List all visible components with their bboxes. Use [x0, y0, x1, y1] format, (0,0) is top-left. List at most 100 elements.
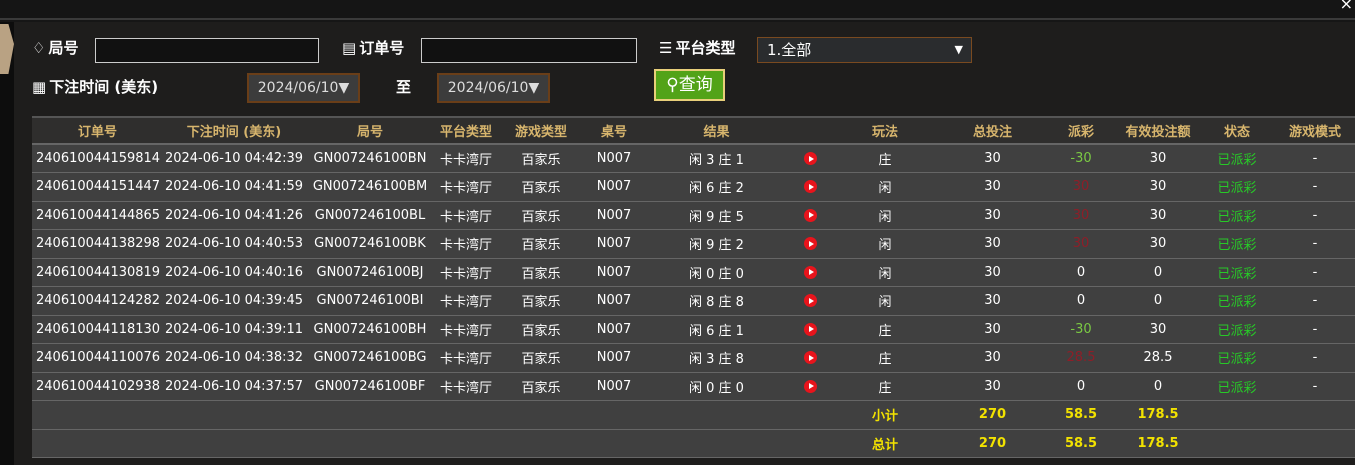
platform-label-text: 平台类型	[675, 39, 736, 57]
tag-icon: ♢	[32, 38, 46, 57]
table-cell: 百家乐	[497, 258, 585, 287]
table-cell: GN007246100BG	[305, 343, 435, 373]
table-cell: 178.5	[1117, 429, 1199, 458]
table-cell: 闲 6 庄 2	[643, 172, 790, 202]
table-cell: GN007246100BN	[305, 144, 435, 173]
table-cell: 0	[1117, 372, 1199, 401]
play-icon[interactable]	[803, 152, 817, 165]
table-row: 240610044124282 2024-06-10 04:39:45 GN0072…	[32, 286, 1355, 316]
table-cell: 闲 9 庄 5	[643, 201, 790, 230]
query-label: 查询	[678, 75, 713, 95]
table-row: 240610044110076 2024-06-10 04:38:32 GN0072…	[32, 343, 1355, 373]
table-cell: 卡卡湾厅	[435, 201, 497, 230]
play-icon[interactable]	[803, 180, 817, 194]
table-cell: -	[1275, 144, 1355, 173]
table-cell: 已派彩	[1199, 286, 1275, 316]
play-icon[interactable]	[803, 351, 817, 365]
table-cell: 270	[940, 400, 1045, 430]
column-header: 局号	[305, 116, 435, 145]
table-cell	[1199, 400, 1275, 430]
table-row: 240610044130819 2024-06-10 04:40:16 GN0072…	[32, 258, 1355, 287]
table-cell: 240610044159814	[32, 144, 163, 173]
table-cell: 30	[1117, 201, 1199, 230]
date-from-picker[interactable]: 2024/06/10▼	[247, 73, 360, 103]
table-cell: -	[1275, 258, 1355, 287]
table-cell: 240610044144865	[32, 201, 163, 230]
table-cell: 闲 3 庄 8	[643, 343, 790, 373]
table-cell: 闲 0 庄 0	[643, 258, 790, 287]
round-input[interactable]	[95, 38, 319, 63]
table-cell: GN007246100BL	[305, 201, 435, 230]
column-header: 结果	[643, 116, 790, 145]
table-cell: -	[1275, 315, 1355, 344]
table-cell: 240610044118130	[32, 315, 163, 344]
platform-select[interactable]: 1.全部 ▼	[757, 37, 972, 63]
table-cell: 闲	[830, 201, 940, 230]
table-row: 240610044102938 2024-06-10 04:37:57 GN0072…	[32, 372, 1355, 401]
table-cell: N007	[585, 343, 643, 373]
time-label-text: 下注时间 (美东)	[49, 78, 159, 96]
bet-records-table: 订单号 下注时间 (美东) 局号 平台类型 游戏类型 桌号 结果 玩法 总投注 派彩 有效投注额 状态…	[32, 116, 1355, 458]
replay-cell	[790, 201, 830, 230]
table-cell: 2024-06-10 04:37:57	[163, 372, 305, 401]
subtotal-row: 小计 270 58.5 178.5	[32, 400, 1355, 430]
table-cell	[643, 400, 790, 430]
play-icon[interactable]	[803, 237, 817, 251]
play-icon[interactable]	[803, 294, 817, 308]
column-header	[790, 116, 830, 145]
table-cell: 已派彩	[1199, 201, 1275, 230]
table-cell: 0	[1045, 286, 1117, 316]
table-cell	[163, 429, 305, 458]
table-cell: 卡卡湾厅	[435, 343, 497, 373]
order-label-text: 订单号	[359, 39, 405, 57]
table-cell: 闲	[830, 286, 940, 316]
table-cell: 28.5	[1045, 343, 1117, 373]
total-row: 总计 270 58.5 178.5	[32, 429, 1355, 458]
table-cell: 30	[940, 229, 1045, 259]
table-cell: N007	[585, 229, 643, 259]
table-cell	[435, 429, 497, 458]
table-cell: 闲	[830, 258, 940, 287]
play-icon[interactable]	[803, 322, 817, 336]
play-icon[interactable]	[803, 208, 817, 222]
table-cell	[305, 429, 435, 458]
round-label-text: 局号	[48, 39, 79, 57]
replay-cell	[790, 144, 830, 173]
calendar-icon: ▦	[32, 77, 47, 96]
table-cell: 2024-06-10 04:38:32	[163, 343, 305, 373]
table-cell: 闲 9 庄 2	[643, 229, 790, 259]
table-cell: 270	[940, 429, 1045, 458]
table-cell: 30	[940, 372, 1045, 401]
table-cell: 百家乐	[497, 315, 585, 344]
column-header: 订单号	[32, 116, 163, 145]
order-input[interactable]	[421, 38, 637, 63]
table-cell	[1275, 429, 1355, 458]
table-cell: 30	[940, 286, 1045, 316]
search-icon: ⚲	[666, 75, 679, 95]
play-icon[interactable]	[803, 265, 817, 279]
table-cell: -	[1275, 343, 1355, 373]
close-icon[interactable]: ×	[1339, 0, 1353, 13]
table-cell	[497, 400, 585, 430]
replay-cell	[790, 286, 830, 316]
table-cell: 百家乐	[497, 286, 585, 316]
table-cell: N007	[585, 286, 643, 316]
side-tab[interactable]	[0, 24, 14, 74]
table-cell: 已派彩	[1199, 315, 1275, 344]
table-cell: 卡卡湾厅	[435, 172, 497, 202]
column-header: 桌号	[585, 116, 643, 145]
platform-value: 1.全部	[767, 41, 812, 59]
table-cell	[497, 429, 585, 458]
table-cell: 178.5	[1117, 400, 1199, 430]
table-cell: 小计	[830, 400, 940, 430]
table-cell: -	[1275, 201, 1355, 230]
query-button[interactable]: ⚲查询	[654, 69, 725, 101]
table-cell: N007	[585, 144, 643, 173]
date-to-picker[interactable]: 2024/06/10▼	[437, 73, 550, 103]
play-icon[interactable]	[803, 379, 817, 393]
table-cell: 0	[1045, 372, 1117, 401]
table-cell: 已派彩	[1199, 372, 1275, 401]
table-row: 240610044151447 2024-06-10 04:41:59 GN0072…	[32, 172, 1355, 202]
table-row: 240610044159814 2024-06-10 04:42:39 GN0072…	[32, 144, 1355, 173]
table-cell: 0	[1045, 258, 1117, 287]
